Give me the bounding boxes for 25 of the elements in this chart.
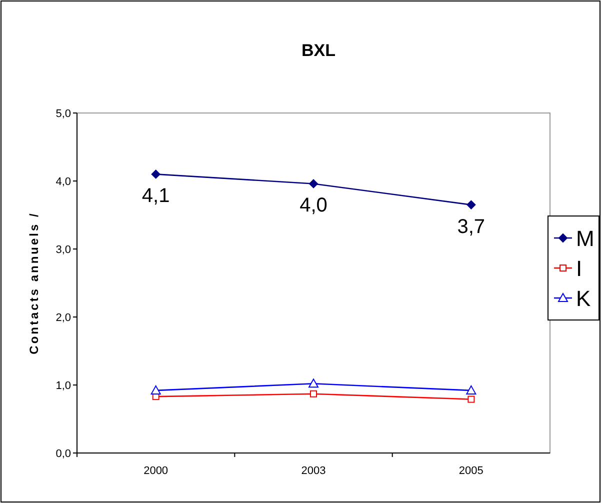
y-tick-label: 1,0 <box>56 380 71 392</box>
y-tick-label: 3,0 <box>56 244 71 256</box>
data-label: 4,1 <box>142 185 170 208</box>
y-tick-label: 5,0 <box>56 108 71 120</box>
point <box>308 378 318 388</box>
x-tick-label: 2000 <box>144 465 168 477</box>
y-tick-label: 0,0 <box>56 448 71 460</box>
legend-label: M <box>576 226 594 251</box>
x-tick-label: 2003 <box>301 465 326 477</box>
point <box>466 200 476 210</box>
data-label: 3,7 <box>457 216 486 238</box>
point <box>468 396 475 403</box>
point <box>309 179 318 188</box>
point <box>466 385 476 394</box>
y-tick-label: 2,0 <box>56 312 71 324</box>
chart-title: BXL <box>302 41 336 60</box>
point <box>151 170 160 179</box>
x-tick-label: 2005 <box>458 465 484 477</box>
point <box>150 385 161 394</box>
legend-label: I <box>576 256 582 281</box>
legend-label: K <box>576 286 591 311</box>
y-axis-title: Contacts annuels / <box>27 212 41 354</box>
data-label: 4,0 <box>300 194 328 217</box>
point <box>310 390 317 398</box>
y-tick-label: 4,0 <box>56 176 71 188</box>
